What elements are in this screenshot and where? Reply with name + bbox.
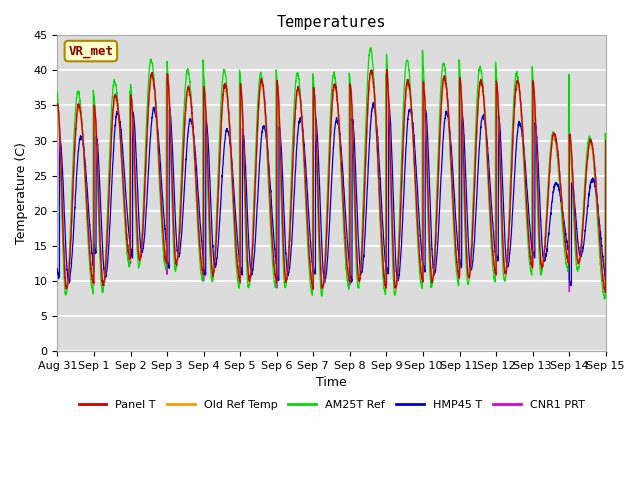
X-axis label: Time: Time — [316, 376, 347, 389]
Text: VR_met: VR_met — [68, 45, 113, 58]
Y-axis label: Temperature (C): Temperature (C) — [15, 142, 28, 244]
Legend: Panel T, Old Ref Temp, AM25T Ref, HMP45 T, CNR1 PRT: Panel T, Old Ref Temp, AM25T Ref, HMP45 … — [74, 396, 589, 415]
Title: Temperatures: Temperatures — [277, 15, 387, 30]
